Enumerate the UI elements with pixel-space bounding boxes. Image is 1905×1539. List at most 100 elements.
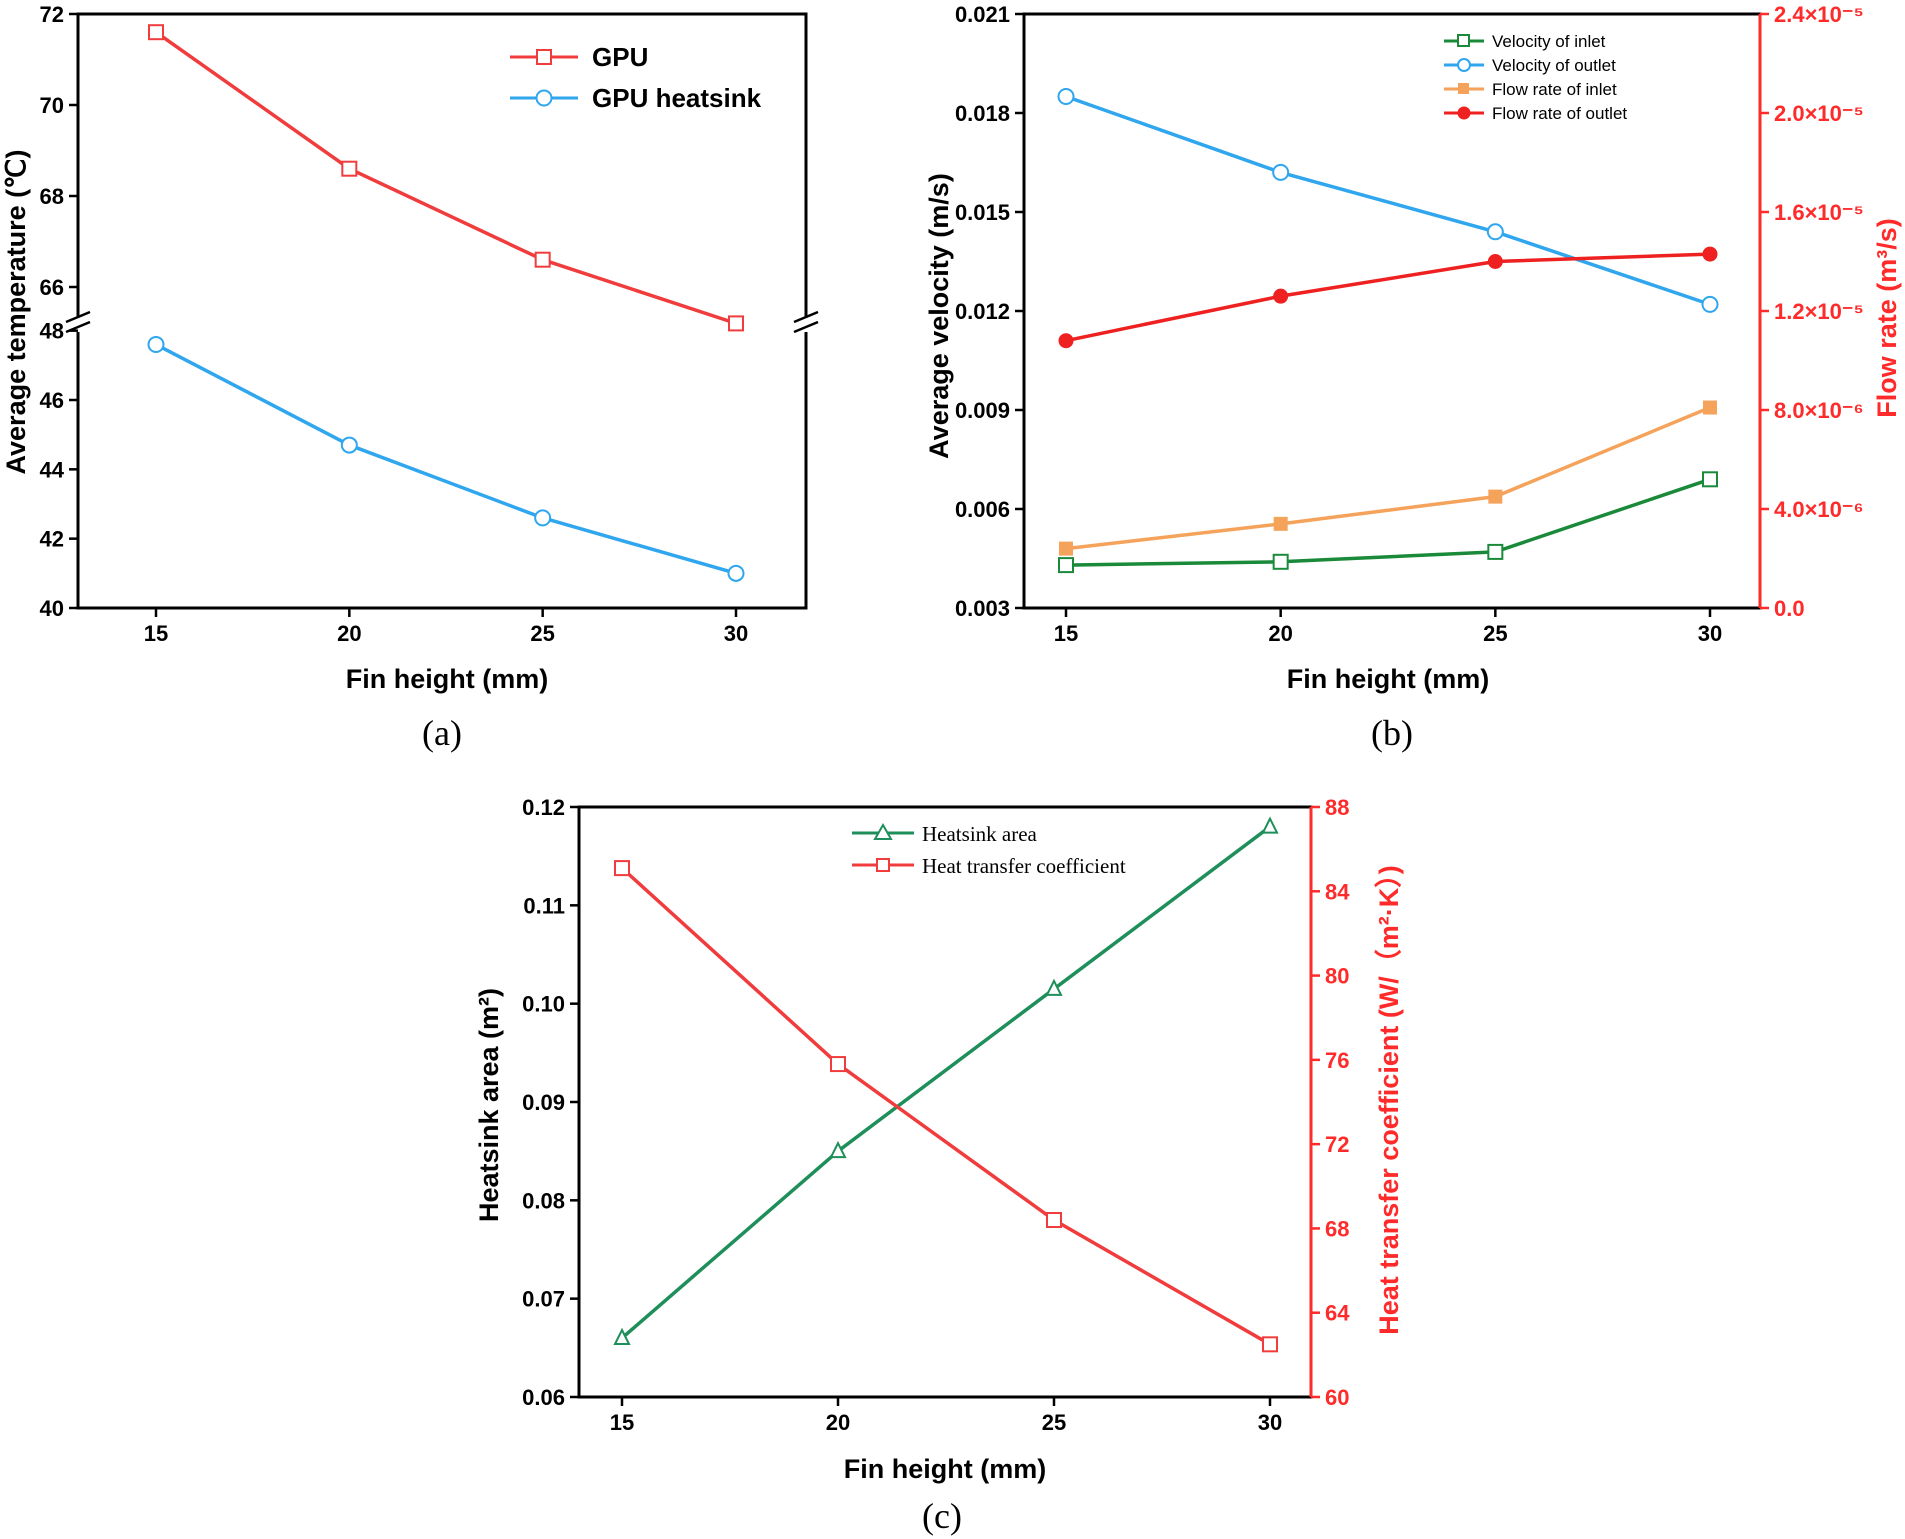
- series-flow-inlet-point: [1059, 541, 1073, 556]
- x-tick-label: 15: [1054, 621, 1078, 646]
- x-tick-label: 30: [724, 621, 748, 646]
- y-tick-label: 0.009: [955, 398, 1010, 423]
- plot-frame-b: [1022, 12, 1762, 610]
- y-ticks-b: 0.003 0.006 0.009 0.012 0.015 0.018 0.021: [955, 2, 1024, 621]
- legend-label-velocity-outlet: Velocity of outlet: [1492, 56, 1616, 75]
- x-axis-label-b: Fin height (mm): [1287, 664, 1489, 694]
- series-c: [613, 816, 1279, 1353]
- legend-label-htc: Heat transfer coefficient: [922, 854, 1126, 878]
- y-tick-label-right: 80: [1325, 964, 1349, 989]
- x-tick-label: 20: [1268, 621, 1292, 646]
- y-tick-label: 0.07: [522, 1287, 565, 1312]
- legend-marker-velocity-outlet: [1457, 58, 1471, 72]
- legend-marker-flow-inlet: [1458, 83, 1469, 94]
- legend-label-gpu: GPU: [592, 42, 648, 72]
- series-velocity-inlet-point: [1702, 471, 1718, 488]
- y-axis-label-right-c: Heat transfer coefficient (W/（m²·K）): [1374, 865, 1404, 1335]
- y-tick-label-right: 76: [1325, 1048, 1349, 1073]
- y-tick-label: 0.12: [522, 795, 565, 820]
- series-heatsink-area-point: [1261, 816, 1279, 834]
- axis-break-right: [793, 310, 819, 334]
- y-tick-label-right: 0.0: [1774, 596, 1805, 621]
- series-flow-outlet-line: [1065, 252, 1711, 343]
- x-tick-label: 30: [1698, 621, 1722, 646]
- y-axis-label-a: Average temperature (℃): [1, 150, 31, 475]
- y-ticks-a: 66 68 70 72 40 42 44 46 48: [40, 2, 78, 621]
- y-tick-label: 0.015: [955, 200, 1010, 225]
- series-gpu-line: [154, 30, 737, 326]
- x-tick-label: 30: [1258, 1410, 1282, 1435]
- series-flow-outlet-point: [1058, 333, 1074, 349]
- series-gpu-point: [341, 160, 358, 177]
- series-gpu-point: [728, 315, 744, 332]
- x-ticks-b: 15 20 25 30: [1054, 608, 1722, 646]
- legend-label-gpu-heatsink: GPU heatsink: [592, 83, 762, 113]
- series-heatsink-area-point: [1045, 978, 1063, 996]
- y-tick-label-right: 1.6×10⁻⁵: [1774, 200, 1864, 225]
- x-tick-label: 20: [337, 621, 361, 646]
- series-gpu-heatsink-line: [155, 342, 737, 576]
- series-gpu-heatsink-point: [727, 564, 745, 582]
- y-tick-label: 44: [40, 457, 65, 482]
- legend-marker-velocity-inlet: [1457, 34, 1470, 47]
- y-tick-label: 0.10: [522, 992, 565, 1017]
- y-tick-label-right: 8.0×10⁻⁶: [1774, 398, 1864, 423]
- plot-frame-a: [76, 12, 808, 610]
- series-velocity-outlet-point: [1057, 88, 1075, 105]
- panel-c: 0.06 0.07 0.08 0.09 0.10 0.11 0.12 60 64 68 72 76 8…: [474, 795, 1404, 1536]
- y-tick-label-right: 64: [1325, 1301, 1350, 1326]
- y-tick-label: 0.09: [522, 1090, 565, 1115]
- y-tick-label: 42: [40, 527, 64, 552]
- x-tick-label: 15: [144, 621, 168, 646]
- y-axis-label-b: Average velocity (m/s): [924, 173, 954, 459]
- series-flow-outlet-point: [1487, 254, 1503, 269]
- series-flow-inlet-line: [1065, 405, 1711, 551]
- series-velocity-inlet-point: [1058, 557, 1074, 574]
- caption-b: (b): [1371, 713, 1413, 753]
- panel-a: 66 68 70 72 40 42 44 46 48 15 20 25 30 GPU GPU heat…: [1, 2, 819, 753]
- x-ticks-c: 15 20 25 30: [610, 1397, 1282, 1435]
- y-tick-label: 0.021: [955, 2, 1010, 27]
- series-htc-line: [620, 866, 1271, 1346]
- series-flow-outlet-point: [1273, 288, 1289, 304]
- y-tick-label: 46: [40, 388, 64, 413]
- y-tick-label: 66: [40, 275, 64, 300]
- series-velocity-inlet-line: [1065, 477, 1711, 567]
- y-tick-label: 0.018: [955, 101, 1010, 126]
- series-htc-point: [1046, 1212, 1062, 1228]
- caption-a: (a): [422, 713, 462, 753]
- series-flow-outlet-point: [1702, 246, 1718, 262]
- series-heatsink-area-point: [829, 1140, 847, 1159]
- panel-b: 0.003 0.006 0.009 0.012 0.015 0.018 0.021 0.0 4…: [924, 2, 1902, 753]
- series-gpu-heatsink-point: [340, 436, 358, 454]
- series-velocity-outlet-point: [1486, 223, 1504, 241]
- series-flow-inlet-point: [1273, 516, 1288, 531]
- y-tick-label: 0.003: [955, 596, 1010, 621]
- x-tick-label: 20: [826, 1410, 850, 1435]
- series-htc-point: [830, 1056, 846, 1073]
- y-ticks-right-c: 60 64 68 72 76 80 84 88: [1311, 795, 1350, 1410]
- series-velocity-outlet-line: [1065, 94, 1711, 307]
- legend-c: Heatsink area Heat transfer coefficient: [852, 822, 1126, 878]
- y-tick-label: 0.012: [955, 299, 1010, 324]
- legend-marker-gpu: [536, 49, 552, 65]
- y-tick-label-right: 72: [1325, 1132, 1349, 1157]
- legend-label-velocity-inlet: Velocity of inlet: [1492, 32, 1606, 51]
- series-gpu-heatsink-point: [534, 509, 552, 527]
- y-tick-label: 68: [40, 184, 64, 209]
- y-tick-label: 0.08: [522, 1188, 565, 1213]
- series-a: [147, 24, 745, 582]
- x-tick-label: 25: [1483, 621, 1507, 646]
- y-axis-label-right-b: Flow rate (m³/s): [1872, 218, 1902, 418]
- y-tick-label: 40: [40, 596, 64, 621]
- series-b: [1057, 88, 1719, 574]
- y-tick-label-right: 2.4×10⁻⁵: [1774, 2, 1864, 27]
- y-tick-label-right: 60: [1325, 1385, 1349, 1410]
- series-heatsink-area-point: [613, 1327, 631, 1345]
- series-flow-inlet-point: [1488, 489, 1503, 504]
- legend-marker-gpu-heatsink: [535, 89, 553, 107]
- series-heatsink-area-line: [620, 825, 1272, 1340]
- series-velocity-inlet-point: [1272, 553, 1289, 570]
- y-ticks-right-b: 0.0 4.0×10⁻⁶ 8.0×10⁻⁶ 1.2×10⁻⁵ 1.6×10⁻⁵ 2.0×1…: [1760, 2, 1864, 621]
